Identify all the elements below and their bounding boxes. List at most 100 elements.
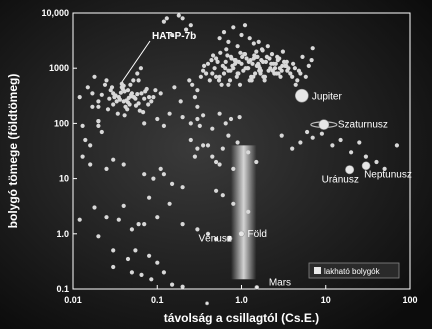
exoplanet-point [310,46,315,51]
exoplanet-point [131,95,137,100]
x-tick-label: 0.1 [151,295,164,305]
exoplanet-point [207,78,212,83]
exoplanet-point [161,270,166,275]
exoplanet-point [210,126,215,131]
exoplanet-point [276,71,281,76]
exoplanet-point [223,66,228,71]
exoplanet-point [77,95,82,100]
exoplanet-point [296,68,301,73]
exoplanet-point [138,66,143,71]
planet-urnusz-label: Uránusz [322,175,359,186]
planet-neptunusz-marker [361,161,371,171]
exoplanet-point [111,102,116,107]
exoplanet-point [122,113,127,118]
exoplanet-point [172,85,177,90]
exoplanet-point [125,100,131,105]
exoplanet-point [180,222,185,227]
exoplanet-point [142,96,147,101]
exoplanet-point [128,82,133,87]
exoplanet-point [250,61,255,66]
exoplanet-point [111,248,116,253]
exoplanet-point [109,85,115,90]
exoplanet-point [129,227,134,232]
planet-szaturnusz-label: Szaturnusz [338,120,388,131]
exoplanet-point [147,195,152,200]
exoplanet-point [176,13,181,18]
exoplanet-point [80,154,85,159]
exoplanet-point [288,71,293,76]
planet-mars-marker [254,285,260,290]
exoplanet-point [120,86,125,92]
exoplanet-point [239,32,244,38]
x-tick-label: 100 [402,295,417,305]
exoplanet-point [146,102,151,107]
exoplanet-point [178,99,183,104]
exoplanet-point [184,27,189,32]
exoplanet-point [96,123,101,128]
planet-urnusz-marker [345,165,355,175]
exoplanet-point [216,78,222,83]
exoplanet-point [284,59,289,64]
exoplanet-point [90,91,95,96]
exoplanet-point [149,277,154,282]
exoplanet-point [217,111,222,116]
exoplanet-point [117,97,122,102]
exoplanet-point [209,58,214,63]
planet-vnusz-label: Vénusz [198,234,231,245]
exoplanet-point [195,227,200,232]
exoplanet-point [245,66,250,71]
exoplanet-point [246,209,251,214]
exoplanet-point [306,63,311,68]
exoplanet-point [221,29,227,35]
exoplanet-point [309,58,314,63]
y-tick-label: 10,000 [41,8,69,18]
exoplanet-point [217,74,222,79]
exoplanet-point [394,143,399,148]
exoplanet-point [104,78,109,83]
exoplanet-point [214,237,219,242]
exoplanet-point [219,82,224,87]
exoplanet-point [141,110,146,115]
planet-mars-label: Mars [269,277,291,288]
exoplanet-point [305,129,310,135]
exoplanet-point [147,95,152,100]
exoplanet-point [139,272,144,277]
exoplanet-point [99,129,104,135]
y-tick-label: 10 [59,174,69,184]
x-axis: 0.01 0.1 1.0 10 100 [64,285,418,305]
legend-swatch [314,267,321,274]
exoplanet-point [188,23,193,28]
exoplanet-point [158,166,163,171]
exoplanet-point [105,107,111,112]
exoplanet-point [279,133,284,138]
exoplanet-point [131,78,136,83]
exoplanet-point [121,203,126,208]
exoplanet-point [214,56,219,61]
exoplanet-point [142,121,147,126]
exoplanet-points [77,13,399,289]
exoplanet-point [300,54,305,60]
exoplanet-point [198,74,203,79]
exoplanet-point [137,108,142,113]
exoplanet-point [170,32,175,38]
exoplanet-point [201,68,206,73]
exoplanet-point [133,248,138,253]
exoplanet-point [259,58,264,63]
exoplanet-point [205,61,211,66]
exoplanet-point [231,166,236,171]
exoplanet-point [125,107,130,112]
exoplanet-point [135,92,140,97]
exoplanet-point [256,61,261,66]
exoplanet-point [139,91,144,96]
exoplanet-point [133,103,139,108]
exoplanet-point [195,88,200,93]
exoplanet-point [118,90,123,95]
exoplanet-point [147,253,152,258]
exoplanet-point [155,215,160,220]
exoplanet-point [319,131,324,136]
exoplanet-point [190,82,195,87]
exoplanet-point [224,47,229,52]
exoplanet-point [254,159,259,165]
exoplanet-point [126,95,131,100]
